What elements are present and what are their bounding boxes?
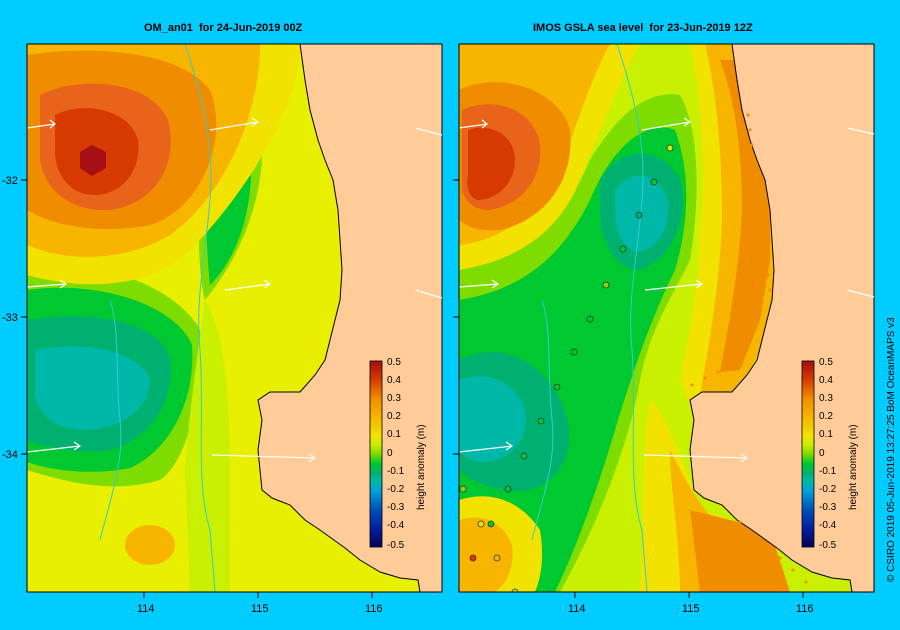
map-frame-right [458,43,875,593]
svg-text:-0.5: -0.5 [819,540,837,551]
svg-text:-0.1: -0.1 [819,466,837,477]
svg-text:0.5: 0.5 [819,357,833,368]
svg-text:-0.3: -0.3 [819,502,837,513]
coastal-track-points [690,113,808,584]
colorbar-right: 0.5 0.4 0.3 0.2 0.1 0 -0.1 -0.2 -0.3 -0.… [801,357,859,551]
lat-tick-34: -34 [2,449,18,461]
lon-tick-114-left: 114 [137,603,155,615]
lat-tick-32: -32 [2,175,18,187]
panel-title-observed: IMOS GSLA sea level for 23-Jun-2019 12Z [533,22,753,34]
colorbar-title-right: height anomaly (m) [848,424,859,510]
svg-text:0.3: 0.3 [387,393,401,404]
svg-text:-0.4: -0.4 [819,520,837,531]
lon-tick-115-right: 115 [682,603,700,615]
lon-tick-116-right: 116 [796,603,814,615]
svg-text:0: 0 [819,448,825,459]
svg-text:0.2: 0.2 [387,411,401,422]
svg-text:0.1: 0.1 [819,429,833,440]
svg-text:0.5: 0.5 [387,357,401,368]
svg-text:0: 0 [387,448,393,459]
panel-title-model: OM_an01 for 24-Jun-2019 00Z [144,22,303,34]
svg-text:0.2: 0.2 [819,411,833,422]
svg-text:-0.5: -0.5 [387,540,405,551]
lon-tick-116-left: 116 [365,603,383,615]
altimeter-track-points [459,144,674,592]
colorbar-title-left: height anomaly (m) [416,424,427,510]
svg-text:-0.1: -0.1 [387,466,405,477]
svg-text:-0.4: -0.4 [387,520,405,531]
colorbar-left: 0.5 0.4 0.3 0.2 0.1 0 -0.1 -0.2 -0.3 -0.… [369,357,427,551]
svg-text:-0.2: -0.2 [387,484,405,495]
svg-text:0.4: 0.4 [819,375,833,386]
svg-text:0.3: 0.3 [819,393,833,404]
svg-text:0.4: 0.4 [387,375,401,386]
lon-tick-115-left: 115 [251,603,269,615]
svg-text:-0.3: -0.3 [387,502,405,513]
lat-tick-33: -33 [2,312,18,324]
map-panel-model[interactable] [27,44,442,592]
credit-text: © CSIRO 2019 05-Jun-2019 13:27:25 BoM Oc… [886,317,897,582]
svg-text:0.1: 0.1 [387,429,401,440]
svg-text:-0.2: -0.2 [819,484,837,495]
lon-tick-114-right: 114 [568,603,586,615]
map-frame-left [26,43,443,593]
